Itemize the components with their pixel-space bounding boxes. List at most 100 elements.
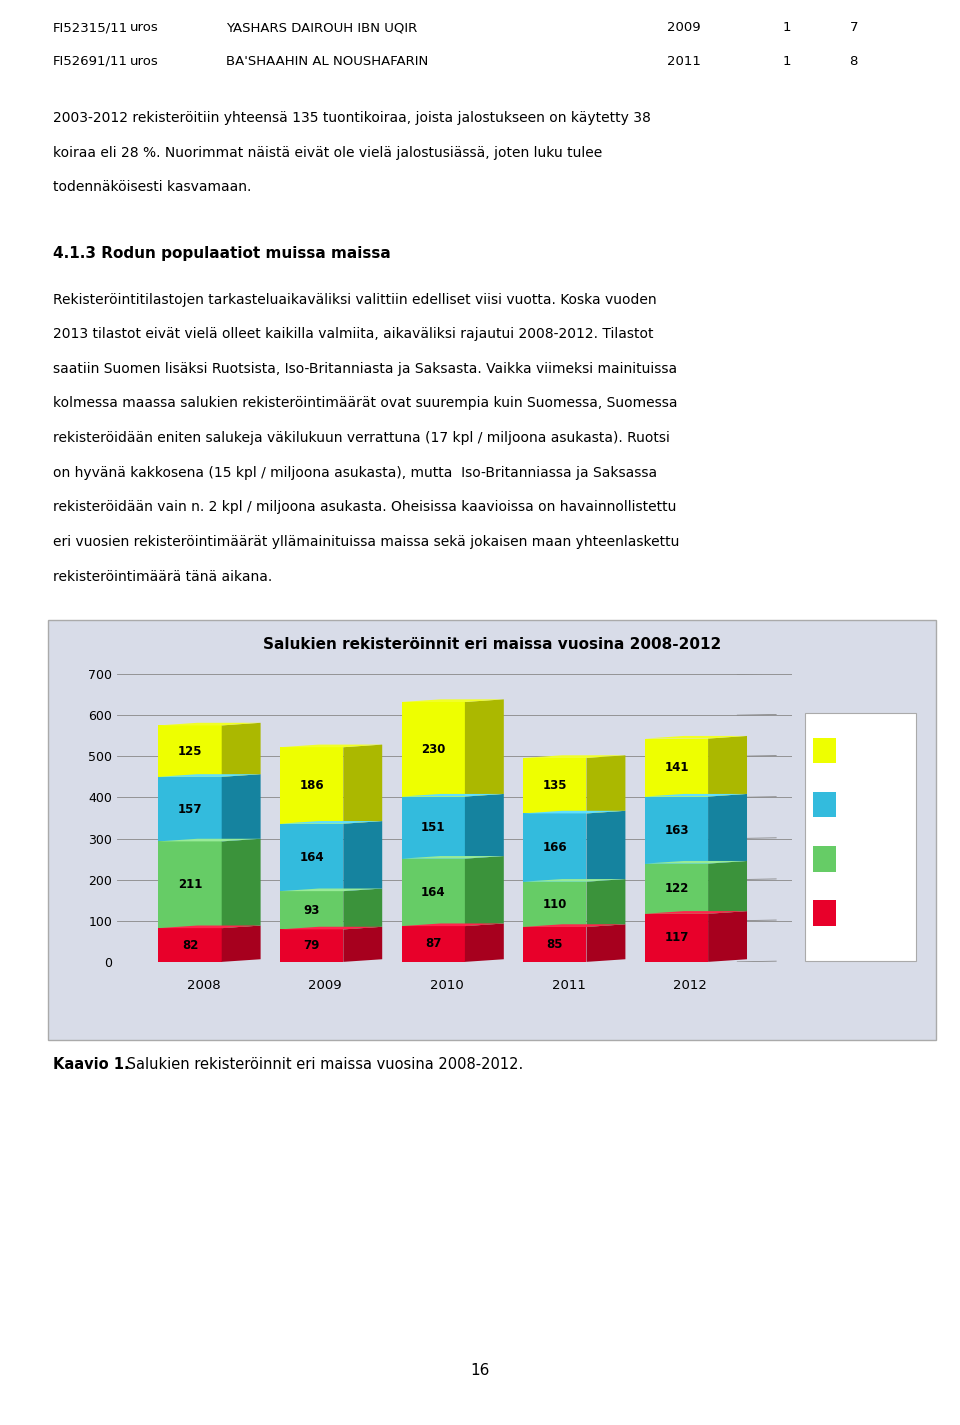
Text: 186: 186 (300, 779, 324, 792)
Text: 2012: 2012 (673, 979, 707, 992)
Bar (158, 841, 222, 928)
Polygon shape (158, 839, 260, 841)
Text: 122: 122 (664, 882, 688, 895)
Text: 157: 157 (178, 802, 203, 815)
Polygon shape (465, 923, 504, 962)
Text: rekisteröintimäärä tänä aikana.: rekisteröintimäärä tänä aikana. (53, 570, 272, 584)
Text: 85: 85 (546, 938, 564, 950)
Polygon shape (523, 879, 625, 882)
Polygon shape (222, 925, 260, 962)
Text: YASHARS DAIROUH IBN UQIR: YASHARS DAIROUH IBN UQIR (226, 21, 417, 34)
Text: uros: uros (130, 21, 158, 34)
Polygon shape (465, 856, 504, 926)
Polygon shape (587, 755, 625, 814)
Polygon shape (158, 925, 260, 928)
Bar (158, 725, 222, 777)
Text: eri vuosien rekisteröintimäärät yllämainituissa maissa sekä jokaisen maan yhteen: eri vuosien rekisteröintimäärät yllämain… (53, 534, 679, 549)
Polygon shape (523, 811, 625, 814)
Text: Kaavio 1.: Kaavio 1. (53, 1057, 130, 1073)
Text: 135: 135 (542, 779, 567, 792)
Bar (401, 797, 465, 859)
Polygon shape (708, 861, 747, 913)
Text: 164: 164 (421, 886, 445, 899)
Polygon shape (222, 774, 260, 841)
Polygon shape (645, 735, 747, 738)
Polygon shape (587, 879, 625, 926)
Polygon shape (645, 794, 747, 797)
Text: 93: 93 (303, 903, 320, 916)
Polygon shape (401, 856, 504, 859)
Text: 166: 166 (542, 841, 567, 854)
Polygon shape (344, 821, 382, 891)
Text: 110: 110 (542, 898, 567, 911)
Bar (645, 864, 708, 913)
FancyBboxPatch shape (813, 738, 835, 764)
Text: koiraa eli 28 %. Nuorimmat näistä eivät ole vielä jalostusiässä, joten luku tule: koiraa eli 28 %. Nuorimmat näistä eivät … (53, 145, 602, 160)
Text: kolmessa maassa salukien rekisteröintimäärät ovat suurempia kuin Suomessa, Suome: kolmessa maassa salukien rekisteröintimä… (53, 396, 678, 410)
Text: UK: UK (841, 740, 859, 752)
Text: FI52691/11: FI52691/11 (53, 54, 128, 68)
Text: 163: 163 (664, 824, 688, 836)
Bar (280, 929, 344, 962)
Text: 1: 1 (782, 21, 791, 34)
Polygon shape (401, 923, 504, 926)
Polygon shape (645, 911, 747, 913)
Bar (523, 814, 587, 882)
Text: 2011: 2011 (667, 54, 701, 68)
Polygon shape (222, 839, 260, 928)
Text: BA'SHAAHIN AL NOUSHAFARIN: BA'SHAAHIN AL NOUSHAFARIN (226, 54, 428, 68)
Text: 141: 141 (664, 761, 688, 774)
Polygon shape (401, 794, 504, 797)
Text: 117: 117 (664, 932, 688, 945)
Text: 2011: 2011 (552, 979, 586, 992)
Text: 2009: 2009 (667, 21, 701, 34)
Text: Salukien rekisteröinnit eri maissa vuosina 2008-2012: Salukien rekisteröinnit eri maissa vuosi… (263, 637, 721, 653)
FancyBboxPatch shape (813, 846, 835, 872)
Bar (280, 747, 344, 824)
FancyBboxPatch shape (813, 901, 835, 926)
Polygon shape (280, 745, 382, 747)
Bar (645, 913, 708, 962)
Bar (158, 777, 222, 841)
Text: rekisteröidään eniten salukeja väkilukuun verrattuna (17 kpl / miljoona asukasta: rekisteröidään eniten salukeja väkilukuu… (53, 430, 670, 445)
Bar (401, 859, 465, 926)
Text: Ruotsi: Ruotsi (841, 848, 882, 861)
Polygon shape (401, 700, 504, 703)
Bar (523, 758, 587, 814)
Text: 2009: 2009 (308, 979, 342, 992)
Polygon shape (708, 794, 747, 864)
Polygon shape (344, 889, 382, 929)
Polygon shape (587, 925, 625, 962)
Polygon shape (523, 925, 625, 926)
Text: FI52315/11: FI52315/11 (53, 21, 128, 34)
Polygon shape (708, 735, 747, 797)
FancyBboxPatch shape (805, 714, 916, 962)
Text: 79: 79 (303, 939, 320, 952)
Bar (645, 738, 708, 797)
Polygon shape (158, 774, 260, 777)
Bar (523, 926, 587, 962)
Polygon shape (222, 722, 260, 777)
Polygon shape (158, 722, 260, 725)
Polygon shape (280, 889, 382, 891)
Polygon shape (645, 861, 747, 864)
Text: 2010: 2010 (430, 979, 464, 992)
Text: 82: 82 (181, 939, 199, 952)
Bar (401, 703, 465, 797)
Text: saatiin Suomen lisäksi Ruotsista, Iso-Britanniasta ja Saksasta. Vaikka viimeksi : saatiin Suomen lisäksi Ruotsista, Iso-Br… (53, 362, 677, 376)
Polygon shape (280, 926, 382, 929)
Bar (645, 797, 708, 864)
Text: Rekisteröintitilastojen tarkasteluaikaväliksi valittiin edelliset viisi vuotta. : Rekisteröintitilastojen tarkasteluaikavä… (53, 292, 657, 306)
Polygon shape (465, 794, 504, 859)
Text: Saksa: Saksa (841, 794, 880, 807)
Polygon shape (523, 755, 625, 758)
Polygon shape (344, 926, 382, 962)
Text: on hyvänä kakkosena (15 kpl / miljoona asukasta), mutta  Iso-Britanniassa ja Sak: on hyvänä kakkosena (15 kpl / miljoona a… (53, 466, 657, 480)
Text: todennäköisesti kasvamaan.: todennäköisesti kasvamaan. (53, 181, 252, 194)
Text: 125: 125 (178, 745, 203, 758)
Text: 2008: 2008 (187, 979, 221, 992)
Text: Suomi: Suomi (841, 902, 883, 915)
Text: 7: 7 (850, 21, 858, 34)
Polygon shape (708, 911, 747, 962)
Polygon shape (587, 811, 625, 882)
